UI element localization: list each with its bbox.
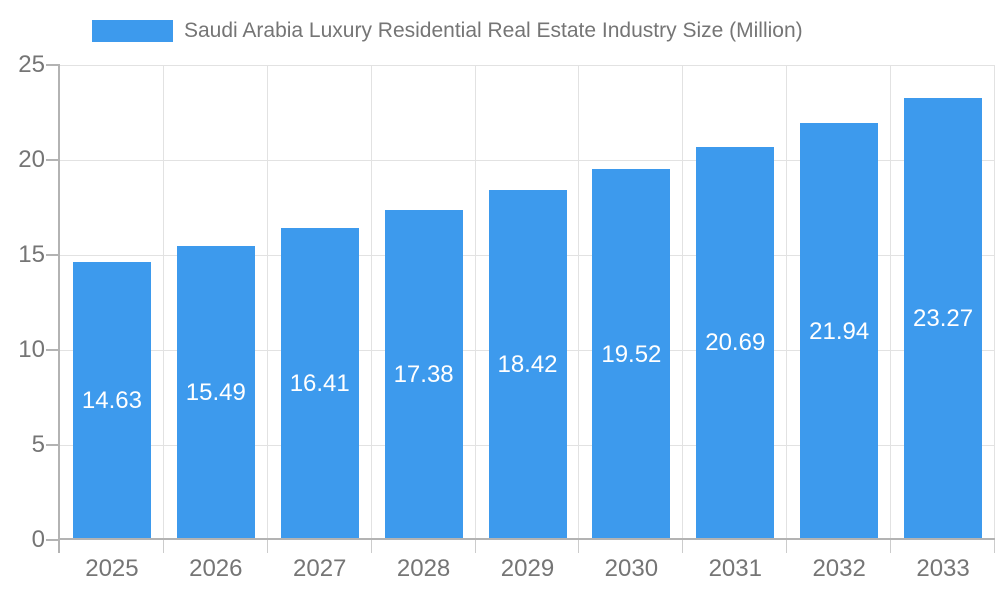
bar-value-label: 23.27 bbox=[913, 304, 974, 332]
x-tick-label: 2025 bbox=[85, 555, 139, 582]
x-tick-mark bbox=[266, 540, 268, 553]
y-tick-label: 15 bbox=[18, 241, 45, 268]
bar-value-label: 21.94 bbox=[809, 317, 870, 345]
v-gridline bbox=[682, 65, 684, 540]
v-gridline bbox=[266, 65, 268, 540]
y-tick-mark bbox=[46, 159, 60, 161]
y-axis-line bbox=[58, 65, 60, 553]
bar-value-label: 15.49 bbox=[185, 378, 246, 406]
chart-legend: Saudi Arabia Luxury Residential Real Est… bbox=[92, 19, 803, 43]
x-tick-mark bbox=[786, 540, 788, 553]
bar-value-label: 20.69 bbox=[705, 329, 766, 357]
x-tick-mark bbox=[578, 540, 580, 553]
x-tick-mark bbox=[994, 540, 995, 553]
legend-label: Saudi Arabia Luxury Residential Real Est… bbox=[184, 19, 803, 42]
y-tick-mark bbox=[46, 64, 60, 66]
v-gridline bbox=[994, 65, 995, 540]
h-gridline bbox=[60, 160, 995, 161]
x-tick-mark bbox=[370, 540, 372, 553]
v-gridline bbox=[786, 65, 788, 540]
bar: 19.52 bbox=[592, 169, 671, 540]
bar-value-label: 19.52 bbox=[601, 340, 662, 368]
x-tick-mark bbox=[682, 540, 684, 553]
x-tick-label: 2029 bbox=[500, 555, 555, 582]
bar: 20.69 bbox=[696, 146, 775, 540]
v-gridline bbox=[162, 65, 164, 540]
v-gridline bbox=[474, 65, 476, 540]
bar: 23.27 bbox=[904, 97, 983, 540]
y-tick-label: 5 bbox=[31, 431, 45, 458]
x-tick-label: 2032 bbox=[812, 555, 866, 582]
bar: 16.41 bbox=[280, 228, 359, 540]
bar: 18.42 bbox=[488, 190, 567, 540]
x-axis-line bbox=[60, 538, 995, 540]
bar: 15.49 bbox=[176, 245, 255, 540]
x-tick-label: 2026 bbox=[189, 555, 243, 582]
x-tick-label: 2031 bbox=[708, 555, 762, 582]
bar: 14.63 bbox=[72, 262, 151, 540]
y-tick-mark bbox=[46, 349, 60, 351]
x-tick-mark bbox=[474, 540, 476, 553]
x-tick-label: 2033 bbox=[916, 555, 970, 582]
x-tick-label: 2030 bbox=[604, 555, 659, 582]
h-gridline bbox=[60, 65, 995, 66]
v-gridline bbox=[890, 65, 892, 540]
y-tick-label: 10 bbox=[18, 336, 45, 363]
y-tick-mark bbox=[46, 539, 60, 541]
y-tick-label: 25 bbox=[18, 51, 45, 78]
v-gridline bbox=[578, 65, 580, 540]
legend-color-swatch bbox=[92, 20, 173, 42]
bar: 21.94 bbox=[800, 123, 879, 540]
x-tick-label: 2027 bbox=[293, 555, 347, 582]
bar-value-label: 18.42 bbox=[497, 351, 558, 379]
v-gridline bbox=[370, 65, 372, 540]
y-tick-mark bbox=[46, 444, 60, 446]
x-tick-mark bbox=[890, 540, 892, 553]
bar-value-label: 17.38 bbox=[393, 360, 454, 388]
bar-value-label: 14.63 bbox=[81, 387, 142, 415]
bar: 17.38 bbox=[384, 209, 463, 540]
x-tick-mark bbox=[162, 540, 164, 553]
y-tick-label: 0 bbox=[31, 526, 45, 553]
x-tick-label: 2028 bbox=[396, 555, 451, 582]
plot-area: 14.63 15.49 16.41 17.38 18.42 19.52 20.69 21.94… bbox=[60, 65, 995, 540]
bar-value-label: 16.41 bbox=[289, 370, 350, 398]
y-tick-mark bbox=[46, 254, 60, 256]
y-tick-label: 20 bbox=[18, 146, 45, 173]
